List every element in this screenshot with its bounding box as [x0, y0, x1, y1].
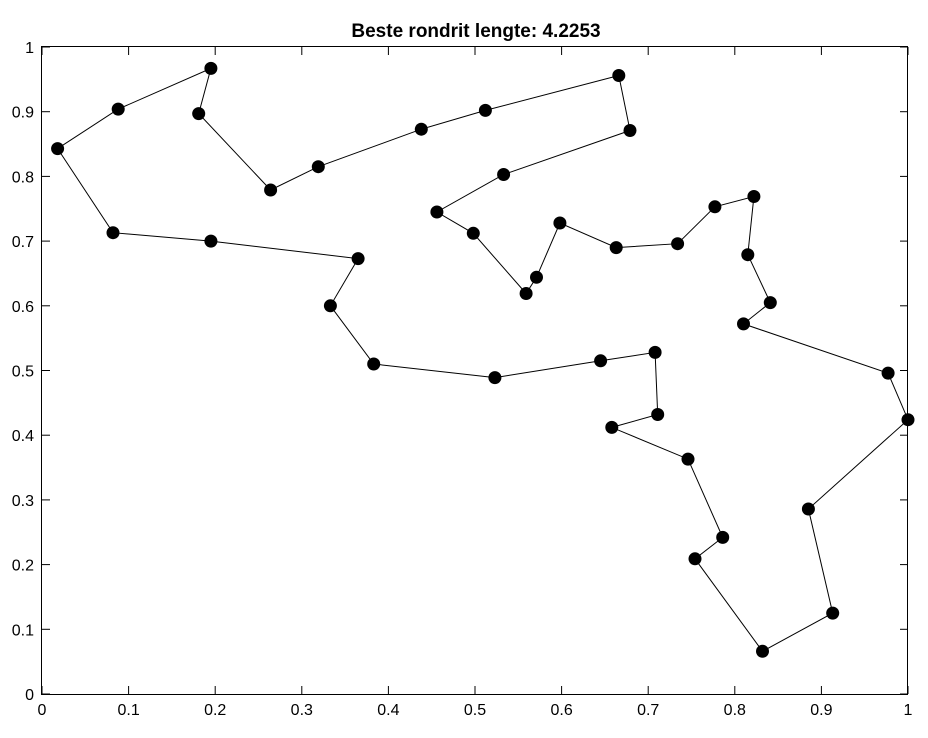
y-tick-label: 0.2 [12, 558, 34, 575]
city-point [594, 354, 608, 368]
city-point [648, 345, 662, 359]
y-tick-label: 1 [25, 40, 34, 57]
y-axis: 0 0.1 0.2 0.3 0.4 0.5 0.6 0.7 0.8 0.9 1 [12, 40, 908, 704]
city-point [716, 530, 730, 544]
city-point [519, 287, 533, 300]
city-point [351, 252, 365, 266]
city-point [741, 248, 755, 262]
x-tick-label: 0.8 [724, 702, 746, 719]
plot-area [41, 46, 908, 695]
city-point [609, 241, 623, 255]
city-point [530, 270, 543, 284]
chart-title: Beste rondrit lengte: 4.2253 [351, 21, 600, 42]
city-point [763, 296, 777, 310]
x-axis: 0 0.1 0.2 0.3 0.4 0.5 0.6 0.7 0.8 0.9 1 [38, 47, 913, 719]
city-point [681, 452, 695, 466]
city-point [826, 606, 840, 620]
city-point [466, 226, 480, 240]
x-tick-label: 0.5 [464, 702, 486, 719]
city-point [111, 102, 125, 116]
x-tick-label: 0.1 [117, 702, 139, 719]
city-point [264, 183, 278, 197]
y-tick-label: 0.3 [12, 493, 34, 510]
city-point [801, 502, 815, 516]
y-tick-label: 0.7 [12, 234, 34, 251]
x-tick-label: 0.4 [377, 702, 399, 719]
city-point [430, 205, 444, 219]
city-point [747, 190, 761, 203]
city-point [367, 357, 381, 371]
city-point [671, 237, 685, 251]
city-point [192, 107, 206, 121]
x-tick-label: 1 [904, 702, 913, 719]
city-point [204, 61, 218, 75]
city-point [478, 103, 492, 117]
city-point [553, 216, 567, 230]
city-point [651, 408, 665, 421]
x-tick-label: 0 [38, 702, 47, 719]
y-tick-label: 0.6 [12, 299, 34, 316]
x-tick-label: 0.3 [291, 702, 313, 719]
city-point [323, 299, 337, 313]
y-tick-label: 0.5 [12, 364, 34, 381]
city-point [204, 234, 218, 248]
city-point [881, 366, 895, 380]
city-point [901, 413, 915, 427]
city-point [756, 644, 769, 658]
x-tick-label: 0.6 [550, 702, 572, 719]
y-tick-label: 0.9 [12, 105, 34, 122]
y-tick-label: 0.4 [12, 428, 34, 445]
city-point [488, 371, 502, 385]
city-point [414, 122, 428, 136]
tour-route-line [57, 67, 909, 652]
y-tick-label: 0 [25, 687, 34, 704]
x-tick-label: 0.9 [810, 702, 832, 719]
city-point [612, 69, 626, 82]
city-point [688, 552, 702, 566]
city-markers [51, 61, 915, 658]
x-tick-label: 0.2 [204, 702, 226, 719]
city-point [497, 168, 511, 181]
city-point [605, 420, 619, 434]
y-tick-label: 0.1 [12, 622, 34, 639]
city-point [51, 142, 65, 156]
city-point [737, 317, 750, 331]
city-point [708, 200, 722, 214]
city-point [106, 226, 120, 240]
y-tick-label: 0.8 [12, 169, 34, 186]
city-point [311, 160, 325, 174]
city-point [623, 124, 637, 137]
x-tick-label: 0.7 [637, 702, 659, 719]
